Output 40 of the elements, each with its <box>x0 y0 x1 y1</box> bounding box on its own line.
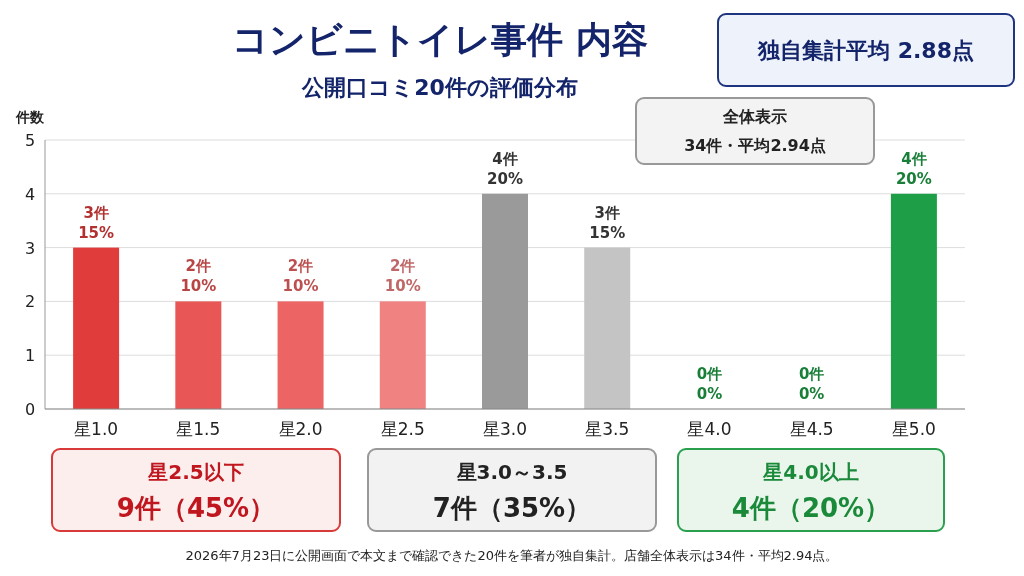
text: 星4.0以上 4件（20%） <box>731 460 891 524</box>
bar <box>277 301 324 409</box>
x-tick-label: 星3.5 <box>585 419 630 439</box>
x-tick-label: 星2.5 <box>380 419 425 439</box>
chart-title: コンビニトイレ事件 内容 <box>232 19 648 60</box>
x-tick-label: 星4.5 <box>789 419 834 439</box>
data-label: 4件 20% <box>895 149 932 188</box>
text: 2026年7月23日に公開画面で本文まで確認できた20件を筆者が独自集計。店舗全体表示は34件・平均2.94点。 <box>185 548 839 563</box>
x-tick-label: 星2.0 <box>278 419 323 439</box>
data-label: 2件 10% <box>180 257 217 296</box>
y-tick-label: 4 <box>24 184 36 204</box>
text: 星3.0～3.5 7件（35%） <box>432 460 592 524</box>
bar <box>175 301 222 409</box>
bar <box>890 193 937 409</box>
data-label: 2件 10% <box>282 257 319 296</box>
bar <box>379 301 426 409</box>
data-label: 0件 0% <box>696 365 723 403</box>
chart-subtitle: 公開口コミ20件の評価分布 <box>301 75 578 100</box>
text: 独自集計平均 2.88点 <box>757 37 974 63</box>
data-label: 3件 15% <box>78 203 115 242</box>
bar <box>482 193 528 409</box>
bar <box>73 247 120 409</box>
x-tick-label: 星5.0 <box>891 419 936 439</box>
y-tick-label: 0 <box>24 400 36 419</box>
x-tick-label: 星3.0 <box>482 419 528 439</box>
y-tick-label: 5 <box>24 131 36 150</box>
y-axis-title: 件数 <box>15 109 45 125</box>
data-label: 0件 0% <box>798 365 825 403</box>
text: 星2.5以下 9件（45%） <box>116 460 276 524</box>
data-label: 3件 15% <box>589 203 626 242</box>
annotation: 全体表示 34件・平均2.94点 <box>684 107 826 156</box>
x-tick-label: 星1.5 <box>176 419 221 439</box>
data-label: 2件 10% <box>384 257 421 296</box>
bar <box>584 247 631 409</box>
y-tick-label: 1 <box>24 346 36 366</box>
y-tick-label: 3 <box>24 238 36 258</box>
x-tick-label: 星1.0 <box>74 419 119 439</box>
x-tick-label: 星4.0 <box>687 419 732 439</box>
y-tick-label: 2 <box>24 292 36 312</box>
data-label: 4件 20% <box>487 149 523 188</box>
